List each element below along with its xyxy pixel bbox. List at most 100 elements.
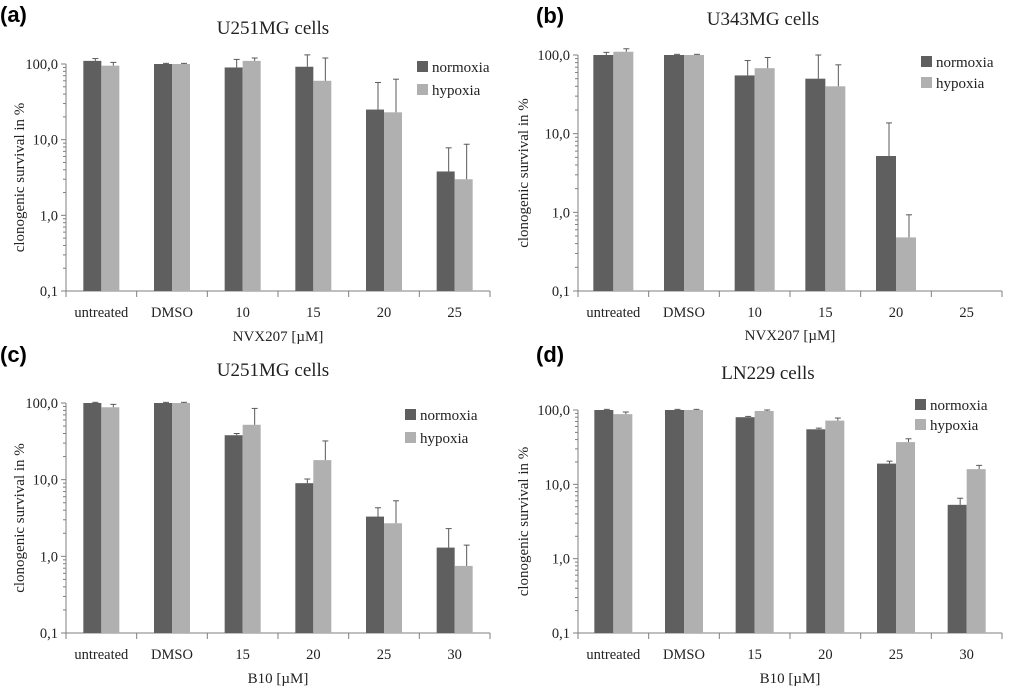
legend-label-normoxia: normoxia (432, 60, 490, 76)
legend-swatch-hypoxia (405, 432, 416, 443)
bar-normoxia-4 (877, 463, 896, 633)
bar-normoxia-3 (295, 66, 314, 291)
y-tick-label: 1,0 (40, 208, 58, 224)
y-tick-label: 0,1 (40, 284, 58, 300)
bar-normoxia-5 (436, 171, 455, 291)
x-tick-label: 20 (306, 647, 321, 663)
legend-label-normoxia: normoxia (930, 398, 988, 414)
bar-hypoxia-1 (684, 55, 704, 291)
x-tick-label: DMSO (663, 647, 705, 663)
bar-normoxia-3 (806, 429, 826, 633)
bar-hypoxia-2 (242, 60, 261, 292)
x-tick-label: 25 (889, 647, 904, 663)
x-tick-label: DMSO (663, 305, 705, 321)
bar-hypoxia-4 (384, 112, 402, 291)
x-tick-label: untreated (74, 305, 129, 321)
x-tick-label: untreated (74, 647, 129, 663)
bar-hypoxia-3 (313, 460, 332, 633)
legend-label-normoxia: normoxia (936, 55, 994, 71)
bar-hypoxia-1 (172, 64, 190, 291)
bar-hypoxia-0 (101, 407, 120, 633)
x-tick-label: DMSO (151, 647, 193, 663)
legend-swatch-normoxia (921, 56, 932, 67)
x-tick-label: 30 (447, 647, 462, 663)
legend-swatch-hypoxia (921, 77, 932, 88)
legend-swatch-normoxia (405, 409, 416, 420)
bar-normoxia-2 (735, 417, 755, 633)
x-axis-label: B10 [µM] (760, 671, 821, 687)
bar-normoxia-0 (83, 403, 102, 633)
bar-normoxia-0 (594, 410, 614, 633)
bar-normoxia-3 (295, 483, 314, 633)
legend-label-hypoxia: hypoxia (936, 76, 985, 92)
x-tick-label: 15 (306, 305, 321, 321)
y-axis-label: clonogenic survival in % (12, 103, 28, 253)
x-tick-label: untreated (586, 305, 641, 321)
chart-panel-b: (b) U343MG cells 0,1 1,0 10,0 100,0 clonogenic… (516, 3, 1003, 344)
bar-hypoxia-3 (825, 86, 846, 291)
x-tick-label: 20 (818, 647, 833, 663)
x-tick-label: 30 (959, 647, 974, 663)
legend-swatch-hypoxia (915, 419, 926, 430)
x-tick-label: 15 (747, 647, 762, 663)
bar-normoxia-5 (436, 547, 455, 633)
chart-title: LN229 cells (721, 363, 814, 384)
y-tick-label: 10,0 (545, 477, 570, 493)
panel-label: (b) (536, 3, 564, 28)
bar-normoxia-1 (154, 403, 172, 633)
bar-normoxia-3 (805, 78, 826, 291)
legend-label-hypoxia: hypoxia (432, 83, 481, 99)
y-tick-label: 0,1 (40, 626, 58, 642)
bar-normoxia-4 (366, 516, 384, 633)
x-tick-label: untreated (586, 647, 641, 663)
chart-panel-d: (d) LN229 cells 0,1 1,0 10,0 100,0 clonogenic … (516, 342, 1003, 687)
bar-hypoxia-4 (896, 237, 916, 291)
y-axis-label: clonogenic survival in % (12, 443, 28, 593)
bar-normoxia-1 (664, 55, 684, 291)
legend-label-hypoxia: hypoxia (930, 418, 979, 434)
y-tick-label: 10,0 (33, 473, 58, 489)
x-axis-label: B10 [µM] (248, 671, 309, 687)
bar-normoxia-2 (734, 75, 755, 291)
bar-hypoxia-0 (613, 414, 633, 633)
y-tick-label: 1,0 (40, 549, 58, 565)
x-tick-label: 10 (235, 305, 250, 321)
bar-hypoxia-2 (242, 424, 261, 633)
bar-normoxia-5 (947, 504, 967, 633)
bar-normoxia-0 (83, 60, 102, 292)
y-tick-label: 0,1 (552, 284, 570, 300)
panel-label: (a) (0, 2, 27, 27)
x-tick-label: 25 (959, 305, 974, 321)
y-tick-label: 100,0 (25, 57, 58, 73)
bar-hypoxia-2 (754, 410, 774, 633)
bar-normoxia-0 (593, 55, 614, 291)
bar-hypoxia-3 (825, 420, 845, 633)
bar-hypoxia-5 (454, 179, 473, 291)
x-tick-label: DMSO (151, 305, 193, 321)
legend-swatch-normoxia (417, 61, 428, 72)
legend-label-normoxia: normoxia (420, 408, 478, 424)
legend-swatch-hypoxia (417, 84, 428, 95)
y-tick-label: 100,0 (537, 48, 570, 64)
bar-normoxia-4 (366, 109, 384, 291)
bar-normoxia-2 (224, 435, 243, 633)
y-tick-label: 0,1 (552, 626, 570, 642)
chart-panel-a: (a) U251MG cells 0,1 1,0 10,0 100,0 clonogenic… (0, 2, 491, 345)
x-tick-label: 10 (747, 305, 762, 321)
bar-hypoxia-5 (454, 565, 473, 633)
bar-hypoxia-5 (966, 469, 986, 633)
bar-hypoxia-0 (101, 65, 120, 291)
x-tick-label: 25 (377, 647, 392, 663)
bar-hypoxia-0 (613, 51, 634, 291)
bar-hypoxia-1 (172, 403, 190, 633)
chart-panel-c: (c) U251MG cells 0,1 1,0 10,0 100,0 clonogenic… (0, 342, 491, 687)
chart-title: U343MG cells (707, 9, 819, 30)
chart-title: U251MG cells (217, 360, 329, 381)
x-tick-label: 20 (377, 305, 392, 321)
legend-label-hypoxia: hypoxia (420, 431, 469, 447)
x-axis-label: NVX207 [µM] (233, 329, 324, 345)
bar-hypoxia-2 (754, 68, 775, 291)
bar-normoxia-2 (224, 67, 243, 292)
bar-hypoxia-3 (313, 80, 332, 291)
